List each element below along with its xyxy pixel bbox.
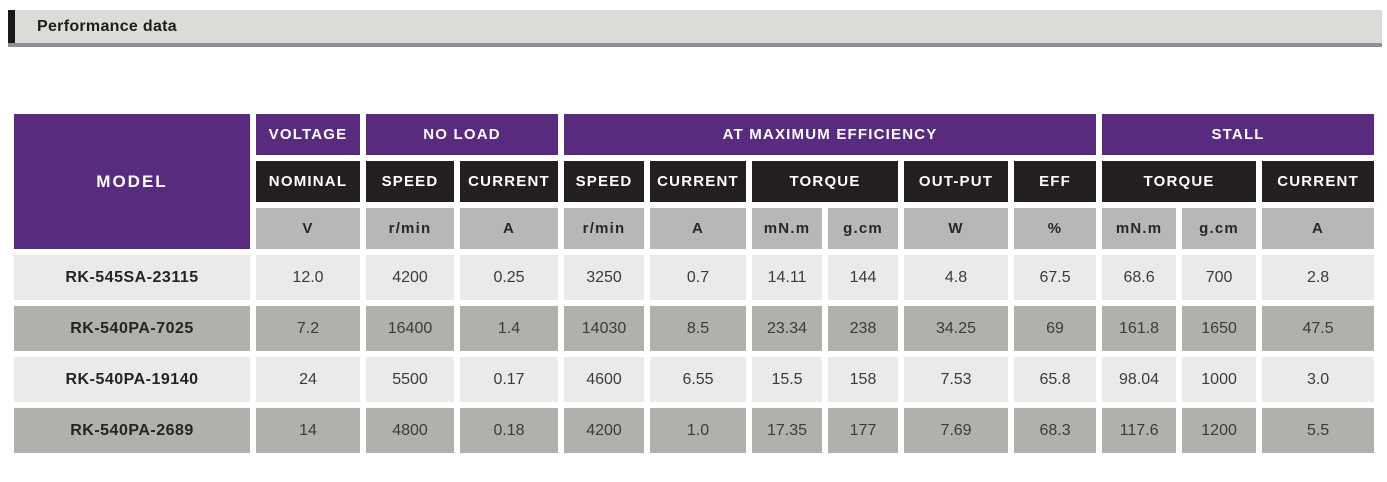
unit-stall-gcm: g.cm — [1182, 208, 1257, 249]
cell-value: 67.5 — [1014, 255, 1097, 300]
unit-noload-rpm: r/min — [366, 208, 454, 249]
unit-maxeff-gcm: g.cm — [828, 208, 899, 249]
column-header-model: MODEL — [14, 114, 250, 249]
cell-value: 47.5 — [1262, 306, 1375, 351]
cell-value: 4200 — [564, 408, 645, 453]
cell-value: 4200 — [366, 255, 454, 300]
sub-header-maxeff-speed: SPEED — [564, 161, 645, 202]
cell-value: 144 — [828, 255, 899, 300]
sub-header-eff: EFF — [1014, 161, 1097, 202]
cell-value: 17.35 — [752, 408, 823, 453]
group-header-row: MODEL VOLTAGE NO LOAD AT MAXIMUM EFFICIE… — [14, 114, 1375, 249]
cell-value: 0.25 — [460, 255, 559, 300]
cell-value: 0.17 — [460, 357, 559, 402]
cell-value: 5500 — [366, 357, 454, 402]
cell-value: 65.8 — [1014, 357, 1097, 402]
cell-value: 34.25 — [904, 306, 1009, 351]
cell-value: 1000 — [1182, 357, 1257, 402]
cell-value: 3250 — [564, 255, 645, 300]
cell-value: 14.11 — [752, 255, 823, 300]
unit-stall-amps: A — [1262, 208, 1375, 249]
cell-value: 2.8 — [1262, 255, 1375, 300]
sub-header-maxeff-torque: TORQUE — [752, 161, 899, 202]
cell-model: RK-545SA-23115 — [14, 255, 250, 300]
section-title: Performance data — [15, 10, 1382, 43]
sub-header-noload-current: CURRENT — [460, 161, 559, 202]
sub-header-maxeff-current: CURRENT — [650, 161, 747, 202]
table-row: RK-540PA-2689 14 4800 0.18 4200 1.0 17.3… — [14, 408, 1375, 453]
cell-value: 177 — [828, 408, 899, 453]
cell-value: 15.5 — [752, 357, 823, 402]
sub-header-stall-current: CURRENT — [1262, 161, 1375, 202]
cell-value: 4800 — [366, 408, 454, 453]
table-row: RK-540PA-7025 7.2 16400 1.4 14030 8.5 23… — [14, 306, 1375, 351]
sub-header-nominal: NOMINAL — [256, 161, 360, 202]
unit-volts: V — [256, 208, 360, 249]
cell-value: 68.3 — [1014, 408, 1097, 453]
cell-model: RK-540PA-2689 — [14, 408, 250, 453]
cell-value: 238 — [828, 306, 899, 351]
table-row: RK-540PA-19140 24 5500 0.17 4600 6.55 15… — [14, 357, 1375, 402]
table-row: RK-545SA-23115 12.0 4200 0.25 3250 0.7 1… — [14, 255, 1375, 300]
cell-value: 98.04 — [1102, 357, 1177, 402]
cell-value: 117.6 — [1102, 408, 1177, 453]
cell-value: 5.5 — [1262, 408, 1375, 453]
cell-value: 161.8 — [1102, 306, 1177, 351]
cell-model: RK-540PA-7025 — [14, 306, 250, 351]
cell-value: 24 — [256, 357, 360, 402]
sub-header-stall-torque: TORQUE — [1102, 161, 1257, 202]
cell-value: 0.7 — [650, 255, 747, 300]
cell-value: 700 — [1182, 255, 1257, 300]
section-title-bar: Performance data — [8, 10, 1382, 47]
unit-noload-amps: A — [460, 208, 559, 249]
performance-data-table: MODEL VOLTAGE NO LOAD AT MAXIMUM EFFICIE… — [8, 108, 1380, 459]
cell-model: RK-540PA-19140 — [14, 357, 250, 402]
cell-value: 8.5 — [650, 306, 747, 351]
cell-value: 0.18 — [460, 408, 559, 453]
unit-maxeff-rpm: r/min — [564, 208, 645, 249]
cell-value: 68.6 — [1102, 255, 1177, 300]
cell-value: 14030 — [564, 306, 645, 351]
cell-value: 1.0 — [650, 408, 747, 453]
cell-value: 158 — [828, 357, 899, 402]
title-accent-bar — [8, 10, 15, 43]
cell-value: 69 — [1014, 306, 1097, 351]
group-header-at-maximum-efficiency: AT MAXIMUM EFFICIENCY — [564, 114, 1097, 155]
cell-value: 14 — [256, 408, 360, 453]
cell-value: 1200 — [1182, 408, 1257, 453]
group-header-no-load: NO LOAD — [366, 114, 559, 155]
cell-value: 3.0 — [1262, 357, 1375, 402]
cell-value: 6.55 — [650, 357, 747, 402]
cell-value: 7.2 — [256, 306, 360, 351]
cell-value: 16400 — [366, 306, 454, 351]
unit-percent: % — [1014, 208, 1097, 249]
cell-value: 1650 — [1182, 306, 1257, 351]
cell-value: 7.53 — [904, 357, 1009, 402]
unit-watts: W — [904, 208, 1009, 249]
cell-value: 4.8 — [904, 255, 1009, 300]
cell-value: 1.4 — [460, 306, 559, 351]
cell-value: 7.69 — [904, 408, 1009, 453]
group-header-stall: STALL — [1102, 114, 1375, 155]
cell-value: 23.34 — [752, 306, 823, 351]
sub-header-row: NOMINAL SPEED CURRENT SPEED CURRENT TORQ… — [14, 161, 1375, 202]
cell-value: 4600 — [564, 357, 645, 402]
unit-maxeff-mnm: mN.m — [752, 208, 823, 249]
unit-stall-mnm: mN.m — [1102, 208, 1177, 249]
cell-value: 12.0 — [256, 255, 360, 300]
unit-maxeff-amps: A — [650, 208, 747, 249]
unit-header-row: V r/min A r/min A mN.m g.cm W % mN.m g.c… — [14, 208, 1375, 249]
sub-header-noload-speed: SPEED — [366, 161, 454, 202]
group-header-voltage: VOLTAGE — [256, 114, 360, 155]
sub-header-output: OUT-PUT — [904, 161, 1009, 202]
